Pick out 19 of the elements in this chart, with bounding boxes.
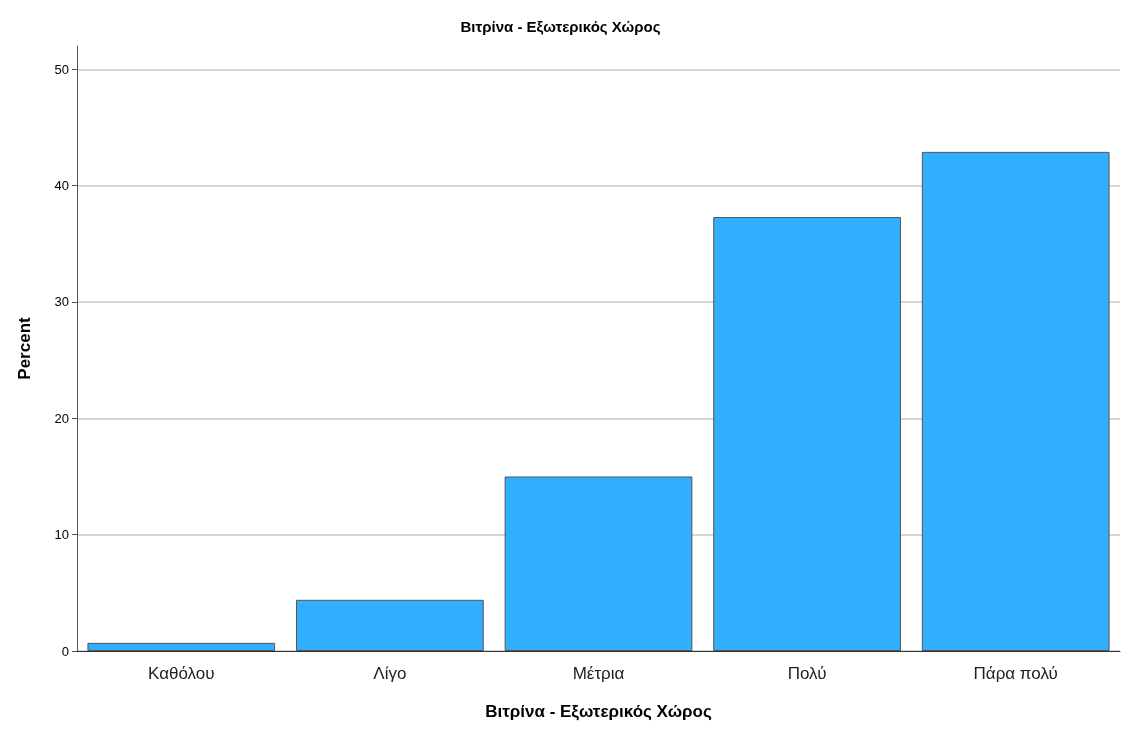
y-tick-label: 0	[61, 643, 69, 659]
y-tick-label: 20	[54, 410, 69, 426]
bar	[87, 642, 276, 651]
y-tick-label: 50	[54, 61, 69, 77]
x-tick-label: Πάρα πολύ	[973, 664, 1058, 683]
y-axis-title: Percent	[15, 316, 34, 380]
x-axis-title: Βιτρίνα - Εξωτερικός Χώρος	[485, 702, 712, 721]
y-tick-label: 30	[54, 294, 69, 310]
x-tick-label: Καθόλου	[148, 664, 215, 683]
bar	[921, 151, 1110, 651]
bar	[504, 476, 693, 651]
y-tick-label: 40	[54, 178, 69, 194]
x-tick-label: Μέτρια	[572, 664, 625, 683]
chart-title: Βιτρίνα - Εξωτερικός Χώρος	[460, 18, 661, 35]
bar	[296, 599, 484, 651]
x-tick-label: Λίγο	[373, 664, 407, 683]
bar	[713, 217, 901, 651]
x-tick-label: Πολύ	[787, 664, 827, 683]
y-tick-label: 10	[54, 527, 69, 543]
